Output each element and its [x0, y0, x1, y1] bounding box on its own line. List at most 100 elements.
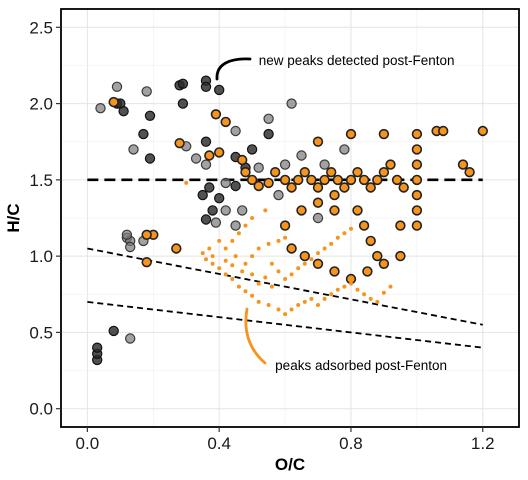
plot-panel-border — [60, 8, 520, 428]
point-dark — [200, 214, 212, 225]
point-orange-small — [256, 246, 261, 251]
point-orange-small — [256, 299, 261, 304]
y-tick-label: 2.5 — [29, 18, 53, 37]
point-orange-outlined — [299, 167, 310, 178]
point-gray — [230, 220, 241, 231]
point-dark — [246, 144, 258, 155]
point-dark — [230, 180, 241, 192]
point-orange-outlined — [365, 235, 376, 247]
point-gray — [312, 212, 324, 224]
point-orange-outlined — [395, 250, 406, 262]
point-orange-small — [349, 281, 353, 286]
point-orange-small — [322, 296, 327, 301]
point-orange-outlined — [270, 167, 281, 178]
point-orange-small — [256, 281, 261, 286]
point-orange-small — [342, 231, 347, 236]
point-orange-outlined — [457, 159, 469, 170]
point-orange-outlined — [141, 229, 152, 241]
point-orange-outlined — [319, 174, 330, 186]
annotations: new peaks detected post-Fenton peaks adso… — [215, 53, 455, 373]
point-orange-small — [283, 235, 288, 240]
point-orange-outlined — [329, 205, 340, 216]
point-orange-small — [362, 292, 367, 297]
point-orange-outlined — [352, 205, 363, 216]
point-orange-outlined — [204, 150, 215, 161]
point-orange-small — [329, 241, 334, 246]
point-orange-small — [276, 269, 281, 274]
point-gray — [286, 98, 297, 109]
point-orange-small — [223, 246, 228, 251]
point-orange-small — [243, 261, 248, 266]
point-gray — [210, 217, 222, 228]
point-orange-outlined — [358, 220, 370, 231]
point-orange-outlined — [220, 116, 231, 128]
point-gray — [141, 86, 152, 97]
point-orange-outlined — [345, 174, 357, 186]
point-orange-small — [263, 275, 268, 280]
point-orange-outlined — [411, 189, 423, 201]
point-orange-small — [250, 216, 255, 220]
point-gray — [124, 241, 136, 253]
x-tick-label: 0.4 — [207, 434, 231, 453]
point-dark — [91, 342, 103, 353]
point-gray — [230, 125, 241, 137]
point-orange-small — [322, 246, 327, 251]
point-orange-small — [368, 296, 373, 301]
point-orange-small — [236, 231, 241, 236]
point-orange-small — [240, 269, 245, 274]
point-orange-outlined — [372, 250, 383, 262]
annotation-new-peaks: new peaks detected post-Fenton — [259, 53, 455, 68]
point-dark — [144, 110, 156, 122]
point-orange-small — [302, 261, 307, 266]
point-orange-outlined — [306, 174, 317, 186]
point-orange-outlined — [214, 147, 225, 158]
point-orange-outlined — [332, 174, 343, 186]
point-orange-small — [349, 226, 353, 231]
point-orange-outlined — [411, 144, 423, 155]
point-orange-outlined — [286, 182, 297, 193]
y-tick-label: 0.0 — [29, 400, 53, 419]
point-orange-outlined — [477, 125, 488, 137]
point-gray — [236, 205, 248, 216]
point-orange-outlined — [299, 250, 310, 262]
y-tick-label: 2.0 — [29, 95, 53, 114]
point-gray — [95, 102, 106, 114]
x-tick-label: 0.0 — [76, 434, 100, 453]
point-orange-small — [329, 292, 334, 297]
point-dark — [200, 81, 212, 93]
reference-line-2 — [87, 247, 483, 326]
point-dark — [197, 189, 208, 201]
y-tick-label: 0.5 — [29, 323, 53, 342]
point-gray — [200, 159, 212, 170]
point-orange-small — [388, 284, 393, 289]
point-orange-small — [217, 238, 222, 243]
point-orange-outlined — [263, 177, 274, 189]
y-tick-label: 1.0 — [29, 247, 53, 266]
point-orange-small — [375, 299, 380, 304]
point-orange-outlined — [438, 125, 449, 137]
point-gray — [319, 159, 330, 170]
point-orange-outlined — [411, 205, 423, 216]
point-orange-outlined — [279, 220, 291, 231]
point-orange-small — [210, 261, 215, 266]
point-orange-small — [335, 287, 340, 292]
point-dark — [200, 136, 212, 147]
point-orange-outlined — [293, 174, 304, 186]
point-orange-small — [204, 257, 208, 262]
point-orange-outlined — [352, 167, 363, 178]
point-orange-small — [223, 258, 228, 263]
point-orange-outlined — [253, 180, 264, 192]
point-orange-small — [302, 299, 307, 304]
axis-ticks: 0.0 0.4 0.8 1.2 0.0 0.5 1.0 1.5 2.0 2.5 — [29, 18, 494, 453]
point-gray — [279, 159, 291, 170]
annotation-arrow-new — [215, 57, 252, 81]
point-gray — [190, 153, 202, 164]
point-orange-outlined — [345, 128, 357, 140]
point-dark — [144, 153, 156, 164]
point-gray — [124, 333, 136, 344]
point-orange-outlined — [372, 174, 383, 186]
annotation-adsorbed-peaks: peaks adsorbed post-Fenton — [275, 358, 447, 373]
point-orange-outlined — [171, 243, 182, 254]
point-dark — [177, 78, 189, 90]
point-gray — [253, 162, 264, 173]
